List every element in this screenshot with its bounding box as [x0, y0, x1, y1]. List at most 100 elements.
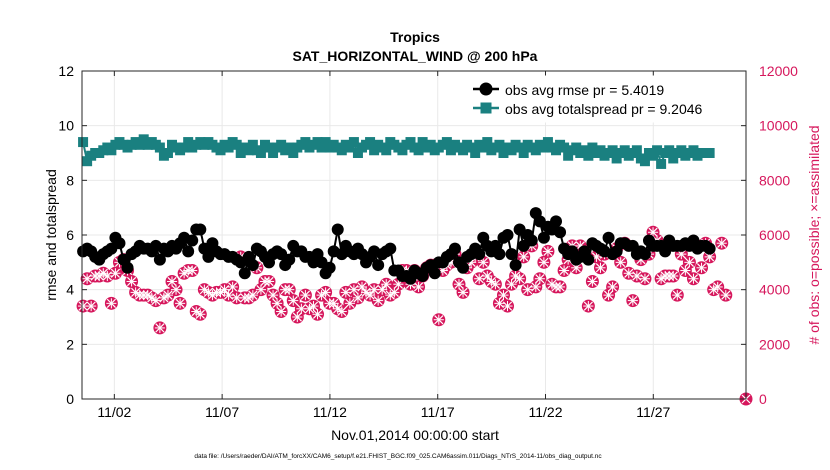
obs-assimilated-marker: [219, 284, 230, 295]
obs-assimilated-marker: [704, 251, 715, 262]
chart-title: Tropics: [390, 29, 440, 45]
obs-assimilated-marker: [555, 281, 566, 292]
spread-point: [595, 145, 606, 156]
spread-point: [619, 145, 630, 156]
spread-point: [243, 145, 254, 156]
obs-assimilated-marker: [348, 284, 359, 295]
spread-point: [425, 139, 436, 150]
y-tick-label-right: 0: [759, 391, 767, 407]
ticks: 11/02 11/07 11/12 11/17 11/22 11/270246810120…: [58, 63, 798, 420]
spread-point: [639, 156, 650, 167]
obs-assimilated-marker: [458, 287, 469, 298]
spread-point: [352, 148, 363, 158]
spread-point: [494, 139, 505, 150]
obs-assimilated-marker: [284, 284, 295, 295]
spread-point: [652, 145, 663, 156]
spread-point: [78, 137, 89, 148]
obs-assimilated-marker: [413, 281, 424, 292]
obs-assimilated-marker: [175, 298, 186, 309]
y-axis-label-left: rmse and totalspread: [43, 169, 59, 301]
spread-point: [538, 142, 549, 153]
y-tick-label-left: 6: [66, 227, 74, 243]
spread-point: [223, 142, 234, 153]
spread-point: [336, 145, 347, 156]
y-tick-label-right: 4000: [759, 282, 790, 298]
spread-point: [530, 145, 541, 156]
obs-assimilated-marker: [607, 281, 618, 292]
spread-point: [381, 145, 392, 156]
obs-assimilated-marker: [684, 257, 695, 268]
obs-assimilated-marker: [308, 301, 319, 312]
y-tick-label-right: 12000: [759, 63, 798, 79]
obs-assimilated-marker: [506, 279, 517, 290]
obs-assimilated-marker: [538, 257, 549, 268]
obs-assimilated-marker: [494, 298, 505, 309]
rmse-point: [554, 226, 567, 239]
obs-assimilated-marker: [373, 295, 384, 306]
spread-point: [579, 145, 590, 156]
y-tick-label-right: 2000: [759, 336, 790, 352]
spread-point: [215, 145, 226, 156]
spread-point: [134, 139, 145, 150]
data-file-footnote: data file: /Users/raeder/DAI/ATM_forcXX/…: [194, 453, 602, 460]
obs-assimilated-marker: [365, 290, 376, 301]
rmse-point: [331, 223, 344, 236]
obs-assimilated-marker: [482, 270, 493, 282]
spread-point: [316, 142, 327, 153]
series-layer: [76, 134, 753, 406]
spread-point: [664, 145, 675, 156]
legend: obs avg rmse pr = 5.4019 obs avg totalsp…: [469, 75, 733, 123]
y-tick-label-left: 8: [66, 172, 74, 188]
spread-point: [320, 137, 331, 148]
rmse-point: [448, 242, 461, 255]
obs-assimilated-marker: [583, 301, 594, 312]
rmse-point: [638, 248, 651, 261]
obs-assimilated-marker: [668, 270, 679, 282]
spread-point: [563, 150, 574, 161]
spread-point: [300, 137, 311, 148]
obs-assimilated-marker: [542, 246, 553, 257]
obs-assimilated-marker: [680, 265, 691, 276]
rmse-point: [238, 267, 251, 280]
spread-point: [284, 142, 295, 153]
obs-assimilated-marker: [498, 290, 509, 301]
rmse-point: [283, 253, 296, 266]
obs-assimilated-marker: [336, 306, 347, 317]
obs-assimilated-marker: [518, 251, 529, 262]
x-tick-label: 11/07: [205, 404, 239, 420]
y-tick-label-left: 0: [66, 391, 74, 407]
spread-point: [405, 137, 416, 148]
spread-point: [348, 137, 359, 148]
obs-assimilated-marker: [166, 276, 178, 287]
rmse-point: [323, 261, 336, 274]
obs-assimilated-marker: [502, 301, 513, 312]
spread-point: [542, 137, 553, 148]
obs-assimilated-marker: [522, 284, 533, 295]
spread-point: [417, 137, 428, 148]
obs-assimilated-marker: [639, 273, 650, 284]
obs-assimilated-marker: [389, 287, 400, 298]
spread-point: [82, 156, 93, 167]
spread-point: [162, 148, 173, 158]
chart-subtitle: SAT_HORIZONTAL_WIND @ 200 hPa: [293, 48, 538, 64]
obs-assimilated-marker: [696, 262, 707, 273]
obs-assimilated-marker: [231, 292, 242, 303]
spread-point: [571, 142, 582, 153]
obs-assimilated-marker: [712, 281, 723, 292]
spread-point: [235, 148, 246, 158]
obs-assimilated-marker: [102, 270, 113, 282]
obs-assimilated-marker: [150, 295, 161, 306]
obs-assimilated-marker: [352, 292, 363, 303]
spread-point: [583, 150, 594, 161]
obs-assimilated-marker: [716, 238, 727, 249]
obs-assimilated-marker: [603, 290, 614, 301]
rmse-point: [182, 245, 195, 258]
spread-point: [607, 145, 618, 156]
obs-assimilated-marker: [255, 284, 266, 295]
spread-point: [470, 148, 481, 158]
y-tick-label-left: 12: [58, 63, 74, 79]
spread-point: [445, 145, 456, 156]
y-tick-label-right: 6000: [759, 227, 790, 243]
obs-assimilated-marker: [534, 273, 545, 284]
